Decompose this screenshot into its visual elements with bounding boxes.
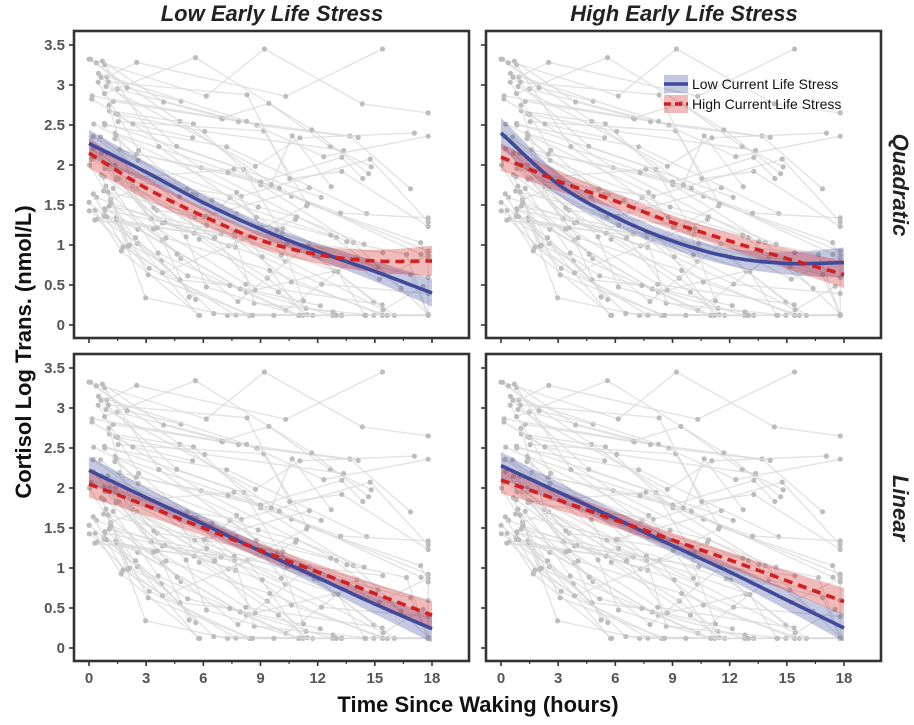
- x-tick-label: 6: [611, 670, 619, 687]
- y-axis-title: Cortisol Log Trans. (nmol/L): [11, 205, 36, 498]
- x-tick-label: 6: [199, 670, 207, 687]
- y-tick-label: 2.5: [44, 440, 65, 457]
- legend-entry-label: High Current Life Stress: [692, 96, 841, 112]
- x-tick-label: 9: [256, 670, 264, 687]
- y-tick-label: 2.5: [44, 117, 65, 134]
- axes-layer: 0 0.5 1 1.5 2 2.5 3 3.5 0 0.5 1 1.5 2 2.5 3 3.5 0 3 6 9 12 15…: [44, 37, 852, 687]
- fit-line-high-current-life-stress-linear-low-early-life-stress: [88, 482, 433, 617]
- x-tick-label: 15: [778, 670, 795, 687]
- fit-line-low-current-life-stress-linear-high-early-life-stress: [500, 463, 845, 630]
- legend-entry-label: Low Current Life Stress: [692, 76, 838, 92]
- x-tick-label: 18: [836, 670, 853, 687]
- band-high-current-life-stress-quadratic-high-early-life-stress: [501, 143, 844, 289]
- x-tick-label: 0: [85, 670, 93, 687]
- y-tick-label: 0.5: [44, 277, 65, 294]
- x-tick-label: 3: [554, 670, 562, 687]
- x-tick-label: 15: [366, 670, 383, 687]
- panel-frame-quadratic-low-early-life-stress: [72, 29, 471, 340]
- y-tick-label: 2: [57, 480, 65, 497]
- y-tick-label: 0.5: [44, 600, 65, 617]
- x-tick-label: 9: [668, 670, 676, 687]
- y-tick-label: 0: [57, 640, 65, 657]
- individual-trajectories-linear-high-early-life-stress: [498, 369, 843, 642]
- fit-line-low-current-life-stress-quadratic-high-early-life-stress: [499, 131, 845, 266]
- individual-trajectories-quadratic-high-early-life-stress: [498, 46, 843, 318]
- row-title-quadratic: Quadratic: [888, 134, 913, 237]
- x-tick-label: 12: [721, 670, 738, 687]
- fit-line-high-current-life-stress-linear-high-early-life-stress: [500, 478, 845, 604]
- fit-line-high-current-life-stress-quadratic-high-early-life-stress: [500, 155, 845, 277]
- y-tick-label: 3.5: [44, 37, 65, 54]
- panel-frames-layer: [72, 29, 883, 663]
- y-tick-label: 3: [57, 400, 65, 417]
- x-tick-label: 0: [497, 670, 505, 687]
- y-tick-label: 2: [57, 157, 65, 174]
- y-tick-label: 1: [57, 560, 65, 577]
- panel-frame-linear-high-early-life-stress: [484, 352, 883, 663]
- y-tick-label: 1.5: [44, 520, 65, 537]
- fit-line-high-current-life-stress-quadratic-low-early-life-stress: [88, 151, 432, 264]
- y-tick-label: 3: [57, 77, 65, 94]
- fit-line-low-current-life-stress-quadratic-low-early-life-stress: [88, 141, 433, 295]
- panel-frame-linear-low-early-life-stress: [72, 352, 471, 663]
- column-title-high-early: High Early Life Stress: [570, 1, 797, 26]
- y-tick-label: 1: [57, 237, 65, 254]
- x-tick-label: 18: [424, 670, 441, 687]
- fit-lines-layer: [88, 131, 845, 631]
- y-tick-label: 1.5: [44, 197, 65, 214]
- titles-layer: Low Early Life Stress High Early Life St…: [11, 1, 913, 717]
- y-tick-label: 0: [57, 317, 65, 334]
- y-tick-label: 3.5: [44, 360, 65, 377]
- panel-frame-quadratic-high-early-life-stress: [484, 29, 883, 340]
- individual-trajectories-layer: [86, 46, 843, 642]
- row-title-linear: Linear: [888, 475, 913, 542]
- x-axis-title: Time Since Waking (hours): [337, 692, 618, 717]
- column-title-low-early: Low Early Life Stress: [161, 1, 384, 26]
- legend: Low Current Life Stress High Current Life…: [664, 75, 841, 113]
- x-tick-label: 3: [142, 670, 150, 687]
- x-tick-label: 12: [309, 670, 326, 687]
- individual-trajectories-linear-low-early-life-stress: [86, 369, 431, 642]
